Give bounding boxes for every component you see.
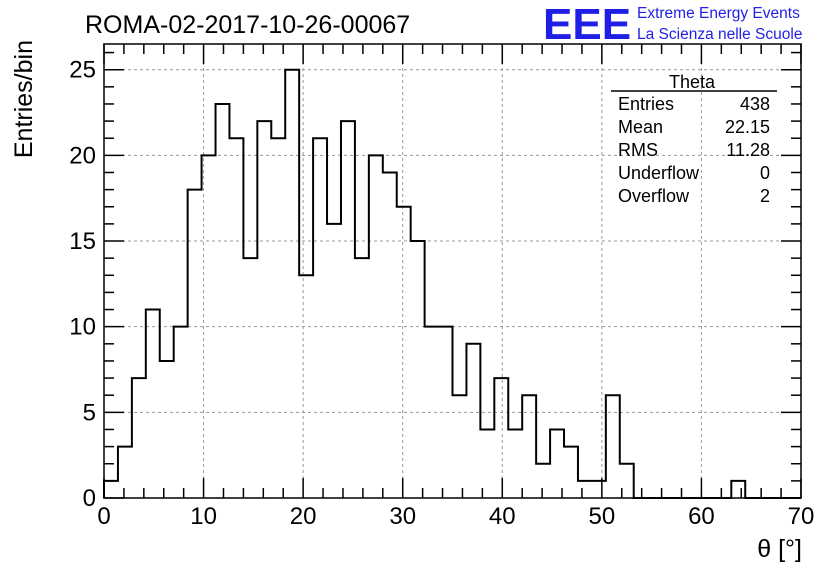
x-tick-label: 30 [389,503,416,530]
x-tick-label: 40 [489,503,516,530]
stats-row-value: 22.15 [725,117,770,137]
stats-row-value: 2 [760,186,770,206]
x-axis-label: θ [°] [757,535,802,563]
stats-title: Theta [669,72,716,92]
x-tick-label: 10 [190,503,217,530]
stats-row-value: 11.28 [726,140,770,160]
x-tick-label: 70 [788,503,815,530]
x-tick-label: 0 [97,503,110,530]
stats-row-label: RMS [618,140,658,160]
y-axis-label: Entries/bin [10,40,38,158]
eee-logo-line2: La Scienza nelle Scuole [637,26,802,43]
eee-logo-line1: Extreme Energy Events [637,5,800,22]
y-tick-label: 25 [69,57,96,84]
axis-ticks [103,44,802,499]
y-tick-label: 15 [69,228,96,255]
plot-frame [103,43,802,499]
stats-row-value: 438 [740,94,770,114]
stats-row-label: Entries [618,94,674,114]
stats-row-label: Overflow [618,186,690,206]
eee-logo-mark: EEE [543,0,631,49]
x-tick-label: 50 [589,503,616,530]
y-tick-label: 5 [83,399,96,426]
x-tick-label: 20 [290,503,317,530]
stats-row-label: Underflow [618,163,700,183]
stats-row-value: 0 [760,163,770,183]
stats-row-label: Mean [618,117,663,137]
grid-lines [104,44,801,498]
y-tick-label: 10 [69,314,96,341]
stats-box: Theta Entries 438 Mean 22.15 RMS 11.28 Underfl… [611,72,777,206]
y-tick-label: 0 [83,485,96,512]
eee-logo: EEE Extreme Energy Events La Scienza nel… [543,0,802,49]
stats-rows: Entries 438 Mean 22.15 RMS 11.28 Underflow 0 Ove… [618,94,770,206]
chart-title: ROMA-02-2017-10-26-00067 [85,11,410,39]
histogram-series [103,68,801,499]
y-tick-label: 20 [69,142,96,169]
x-tick-label: 60 [688,503,715,530]
